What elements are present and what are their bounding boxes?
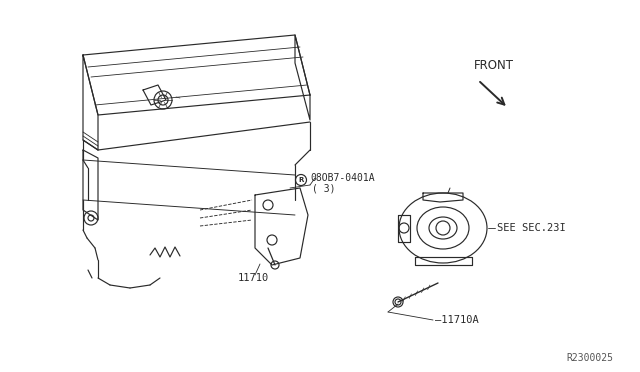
Text: —11710A: —11710A [435,315,479,325]
Text: SEE SEC.23I: SEE SEC.23I [497,223,566,233]
Text: R2300025: R2300025 [566,353,613,363]
Text: R: R [298,177,304,183]
Text: 11710: 11710 [237,273,269,283]
Circle shape [271,261,279,269]
Text: ( 3): ( 3) [312,183,335,193]
Text: FRONT: FRONT [474,59,514,72]
Circle shape [393,297,403,307]
Text: 08OB7-0401A: 08OB7-0401A [310,173,374,183]
